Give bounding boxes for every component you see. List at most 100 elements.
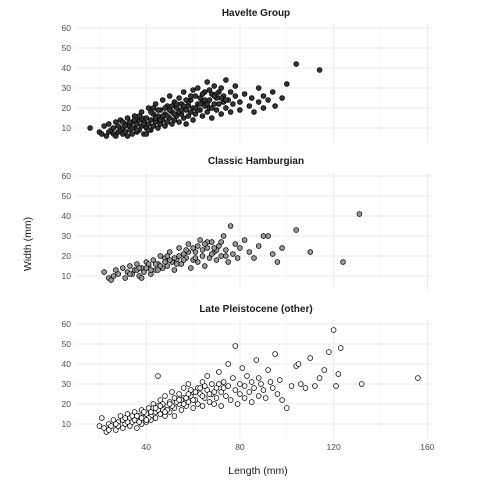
- data-point: [251, 255, 257, 261]
- data-point: [164, 253, 171, 259]
- data-point: [155, 373, 161, 379]
- data-point: [295, 361, 302, 367]
- data-point: [265, 367, 271, 373]
- data-point: [244, 373, 250, 379]
- data-point: [248, 95, 255, 101]
- data-point: [143, 417, 150, 423]
- data-point: [148, 267, 154, 273]
- y-tick-label: 20: [62, 103, 72, 113]
- point-group: [87, 61, 323, 139]
- data-point: [171, 117, 178, 123]
- data-point: [155, 125, 161, 131]
- data-point: [180, 89, 187, 95]
- data-point: [180, 401, 187, 407]
- data-point: [274, 391, 281, 397]
- data-point: [356, 211, 363, 217]
- data-point: [129, 413, 135, 419]
- data-point: [188, 93, 194, 99]
- data-point: [230, 375, 236, 381]
- data-point: [131, 417, 138, 423]
- data-point: [202, 263, 208, 269]
- data-point: [316, 375, 323, 381]
- data-point: [162, 259, 168, 265]
- data-point: [307, 355, 313, 361]
- y-tick-label: 60: [62, 171, 72, 181]
- data-point: [225, 361, 231, 367]
- data-point: [195, 401, 201, 407]
- data-point: [155, 107, 161, 113]
- data-point: [213, 107, 220, 113]
- data-point: [255, 375, 262, 381]
- data-point: [246, 389, 253, 395]
- data-point: [124, 411, 131, 417]
- data-point: [178, 107, 185, 113]
- data-point: [213, 257, 220, 263]
- data-point: [265, 233, 271, 239]
- data-point: [272, 103, 278, 109]
- data-point: [171, 413, 178, 419]
- data-point: [223, 247, 229, 253]
- y-tick-label: 30: [62, 379, 72, 389]
- data-point: [180, 115, 187, 121]
- data-point: [237, 107, 243, 113]
- data-point: [251, 385, 257, 391]
- data-point: [190, 245, 196, 251]
- data-point: [185, 391, 192, 397]
- data-point: [202, 97, 208, 103]
- data-point: [213, 395, 220, 401]
- data-point: [108, 277, 114, 283]
- data-point: [223, 253, 229, 259]
- data-point: [335, 371, 342, 377]
- data-point: [209, 381, 215, 387]
- data-point: [113, 267, 119, 273]
- data-point: [115, 271, 121, 277]
- data-point: [138, 109, 145, 115]
- data-point: [159, 113, 166, 119]
- data-point: [157, 397, 164, 403]
- data-point: [192, 93, 199, 99]
- data-point: [185, 241, 192, 247]
- data-point: [152, 261, 159, 267]
- data-point: [178, 407, 185, 413]
- data-point: [223, 97, 229, 103]
- data-point: [202, 241, 208, 247]
- data-point: [237, 381, 243, 387]
- data-point: [99, 131, 105, 137]
- data-point: [169, 121, 175, 127]
- data-point: [120, 119, 126, 125]
- data-point: [209, 115, 215, 121]
- data-point: [152, 405, 159, 411]
- data-point: [227, 223, 234, 229]
- data-point: [134, 121, 140, 127]
- data-point: [415, 375, 421, 381]
- data-point: [326, 349, 332, 355]
- data-point: [157, 411, 164, 417]
- data-point: [96, 423, 103, 429]
- data-point: [138, 415, 145, 421]
- data-point: [253, 357, 260, 363]
- data-point: [127, 263, 133, 269]
- data-point: [171, 395, 178, 401]
- data-point: [169, 389, 175, 395]
- data-point: [218, 85, 224, 91]
- data-point: [220, 233, 227, 239]
- data-point: [129, 125, 135, 131]
- data-point: [232, 343, 239, 349]
- data-point: [176, 253, 182, 259]
- data-point: [166, 401, 173, 407]
- data-point: [185, 113, 192, 119]
- y-tick-label: 10: [62, 271, 72, 281]
- data-point: [164, 113, 171, 119]
- data-point: [115, 123, 121, 129]
- data-point: [204, 373, 210, 379]
- data-point: [258, 381, 264, 387]
- data-point: [234, 255, 241, 261]
- data-point: [199, 253, 206, 259]
- data-point: [162, 409, 168, 415]
- data-point: [204, 79, 210, 85]
- data-point: [110, 417, 117, 423]
- data-point: [232, 83, 239, 89]
- data-point: [169, 103, 175, 109]
- data-point: [255, 243, 262, 249]
- data-point: [255, 99, 262, 105]
